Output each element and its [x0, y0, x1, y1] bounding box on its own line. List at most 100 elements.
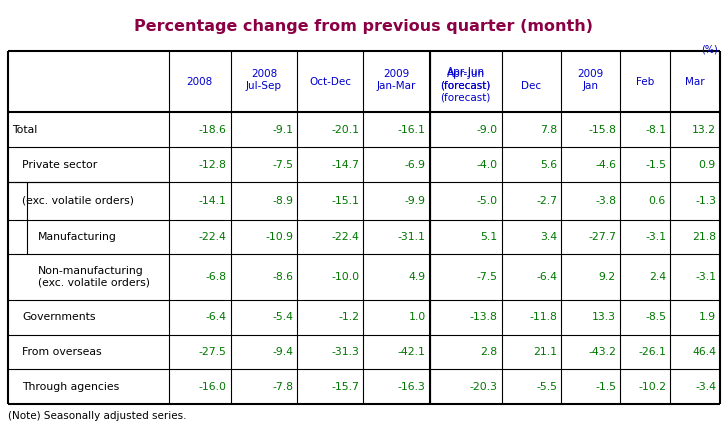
Text: -10.2: -10.2	[638, 381, 666, 391]
Text: -22.4: -22.4	[199, 232, 227, 242]
Text: -1.5: -1.5	[595, 381, 616, 391]
Text: Feb: Feb	[636, 77, 654, 87]
Text: Apr-Jun: Apr-Jun	[446, 69, 485, 79]
Text: -42.1: -42.1	[398, 347, 425, 357]
Text: 2008: 2008	[187, 77, 213, 87]
Text: -12.8: -12.8	[199, 160, 227, 170]
Text: -6.8: -6.8	[206, 272, 227, 282]
Text: -11.8: -11.8	[529, 312, 558, 322]
Text: -22.4: -22.4	[332, 232, 359, 242]
Text: 1.9: 1.9	[699, 312, 716, 322]
Text: -3.4: -3.4	[695, 381, 716, 391]
Text: -20.3: -20.3	[470, 381, 497, 391]
Text: -8.9: -8.9	[272, 196, 293, 206]
Text: -5.4: -5.4	[272, 312, 293, 322]
Text: 13.2: 13.2	[692, 125, 716, 135]
Text: Oct-Dec: Oct-Dec	[309, 77, 351, 87]
Text: -9.9: -9.9	[405, 196, 425, 206]
Text: 21.8: 21.8	[692, 232, 716, 242]
Text: (Note) Seasonally adjusted series.: (Note) Seasonally adjusted series.	[8, 411, 187, 421]
Text: -1.2: -1.2	[338, 312, 359, 322]
Text: -3.8: -3.8	[595, 196, 616, 206]
Text: -1.5: -1.5	[645, 160, 666, 170]
Text: (forecast): (forecast)	[441, 81, 491, 91]
Text: (forecast): (forecast)	[441, 81, 491, 91]
Text: 1.0: 1.0	[409, 312, 425, 322]
Text: 2009: 2009	[383, 69, 409, 79]
Text: 0.9: 0.9	[698, 160, 716, 170]
Text: -9.0: -9.0	[476, 125, 497, 135]
Text: From overseas: From overseas	[22, 347, 102, 357]
Text: 2.4: 2.4	[649, 272, 666, 282]
Text: 3.4: 3.4	[540, 232, 558, 242]
Text: Dec: Dec	[521, 81, 542, 91]
Text: (%): (%)	[701, 44, 718, 54]
Text: Jan-Mar: Jan-Mar	[377, 81, 416, 91]
Text: -16.0: -16.0	[199, 381, 227, 391]
Text: -4.6: -4.6	[595, 160, 616, 170]
Text: -8.6: -8.6	[272, 272, 293, 282]
Text: 21.1: 21.1	[534, 347, 558, 357]
Text: 4.9: 4.9	[409, 272, 425, 282]
Text: -20.1: -20.1	[332, 125, 359, 135]
Text: -8.1: -8.1	[645, 125, 666, 135]
Text: -18.6: -18.6	[199, 125, 227, 135]
Text: -7.8: -7.8	[272, 381, 293, 391]
Text: Jul-Sep: Jul-Sep	[246, 81, 282, 91]
Text: 2008: 2008	[0, 433, 1, 434]
Text: Manufacturing: Manufacturing	[38, 232, 117, 242]
Text: (forecast): (forecast)	[441, 93, 491, 103]
Text: 2.8: 2.8	[481, 347, 497, 357]
Text: -15.8: -15.8	[588, 125, 616, 135]
Text: Non-manufacturing
(exc. volatile orders): Non-manufacturing (exc. volatile orders)	[38, 266, 150, 288]
Text: -14.7: -14.7	[332, 160, 359, 170]
Text: -14.1: -14.1	[199, 196, 227, 206]
Text: 46.4: 46.4	[692, 347, 716, 357]
Text: -31.1: -31.1	[398, 232, 425, 242]
Text: -27.5: -27.5	[199, 347, 227, 357]
Text: -15.7: -15.7	[332, 381, 359, 391]
Text: 2008: 2008	[251, 69, 277, 79]
Text: Mar: Mar	[685, 77, 705, 87]
Text: -10.9: -10.9	[265, 232, 293, 242]
Text: -16.1: -16.1	[398, 125, 425, 135]
Text: -2.7: -2.7	[537, 196, 558, 206]
Text: (exc. volatile orders): (exc. volatile orders)	[22, 196, 134, 206]
Text: -3.1: -3.1	[645, 232, 666, 242]
Text: -16.3: -16.3	[398, 381, 425, 391]
Text: -10.0: -10.0	[331, 272, 359, 282]
Text: -9.1: -9.1	[272, 125, 293, 135]
Text: -13.8: -13.8	[470, 312, 497, 322]
Text: 7.8: 7.8	[540, 125, 558, 135]
Text: 5.1: 5.1	[481, 232, 497, 242]
Text: -6.4: -6.4	[206, 312, 227, 322]
Text: -8.5: -8.5	[645, 312, 666, 322]
Text: -43.2: -43.2	[588, 347, 616, 357]
Text: Private sector: Private sector	[22, 160, 97, 170]
Text: -15.1: -15.1	[332, 196, 359, 206]
Text: Through agencies: Through agencies	[22, 381, 119, 391]
Text: -26.1: -26.1	[638, 347, 666, 357]
Text: Total: Total	[12, 125, 37, 135]
Text: Governments: Governments	[22, 312, 96, 322]
Text: -6.9: -6.9	[405, 160, 425, 170]
Text: -31.3: -31.3	[332, 347, 359, 357]
Text: Jan: Jan	[583, 81, 599, 91]
Text: -27.7: -27.7	[588, 232, 616, 242]
Text: Percentage change from previous quarter (month): Percentage change from previous quarter …	[134, 19, 592, 34]
Text: 0.6: 0.6	[649, 196, 666, 206]
Text: -3.1: -3.1	[695, 272, 716, 282]
Text: 2009: 2009	[577, 69, 604, 79]
Text: -6.4: -6.4	[537, 272, 558, 282]
Text: -5.5: -5.5	[537, 381, 558, 391]
Text: 5.6: 5.6	[540, 160, 558, 170]
Text: -9.4: -9.4	[272, 347, 293, 357]
Text: 9.2: 9.2	[599, 272, 616, 282]
Text: -5.0: -5.0	[476, 196, 497, 206]
Text: 13.3: 13.3	[592, 312, 616, 322]
Text: -7.5: -7.5	[272, 160, 293, 170]
Text: -7.5: -7.5	[476, 272, 497, 282]
Text: -4.0: -4.0	[476, 160, 497, 170]
Text: Apr-Jun: Apr-Jun	[446, 67, 485, 77]
Text: -1.3: -1.3	[695, 196, 716, 206]
